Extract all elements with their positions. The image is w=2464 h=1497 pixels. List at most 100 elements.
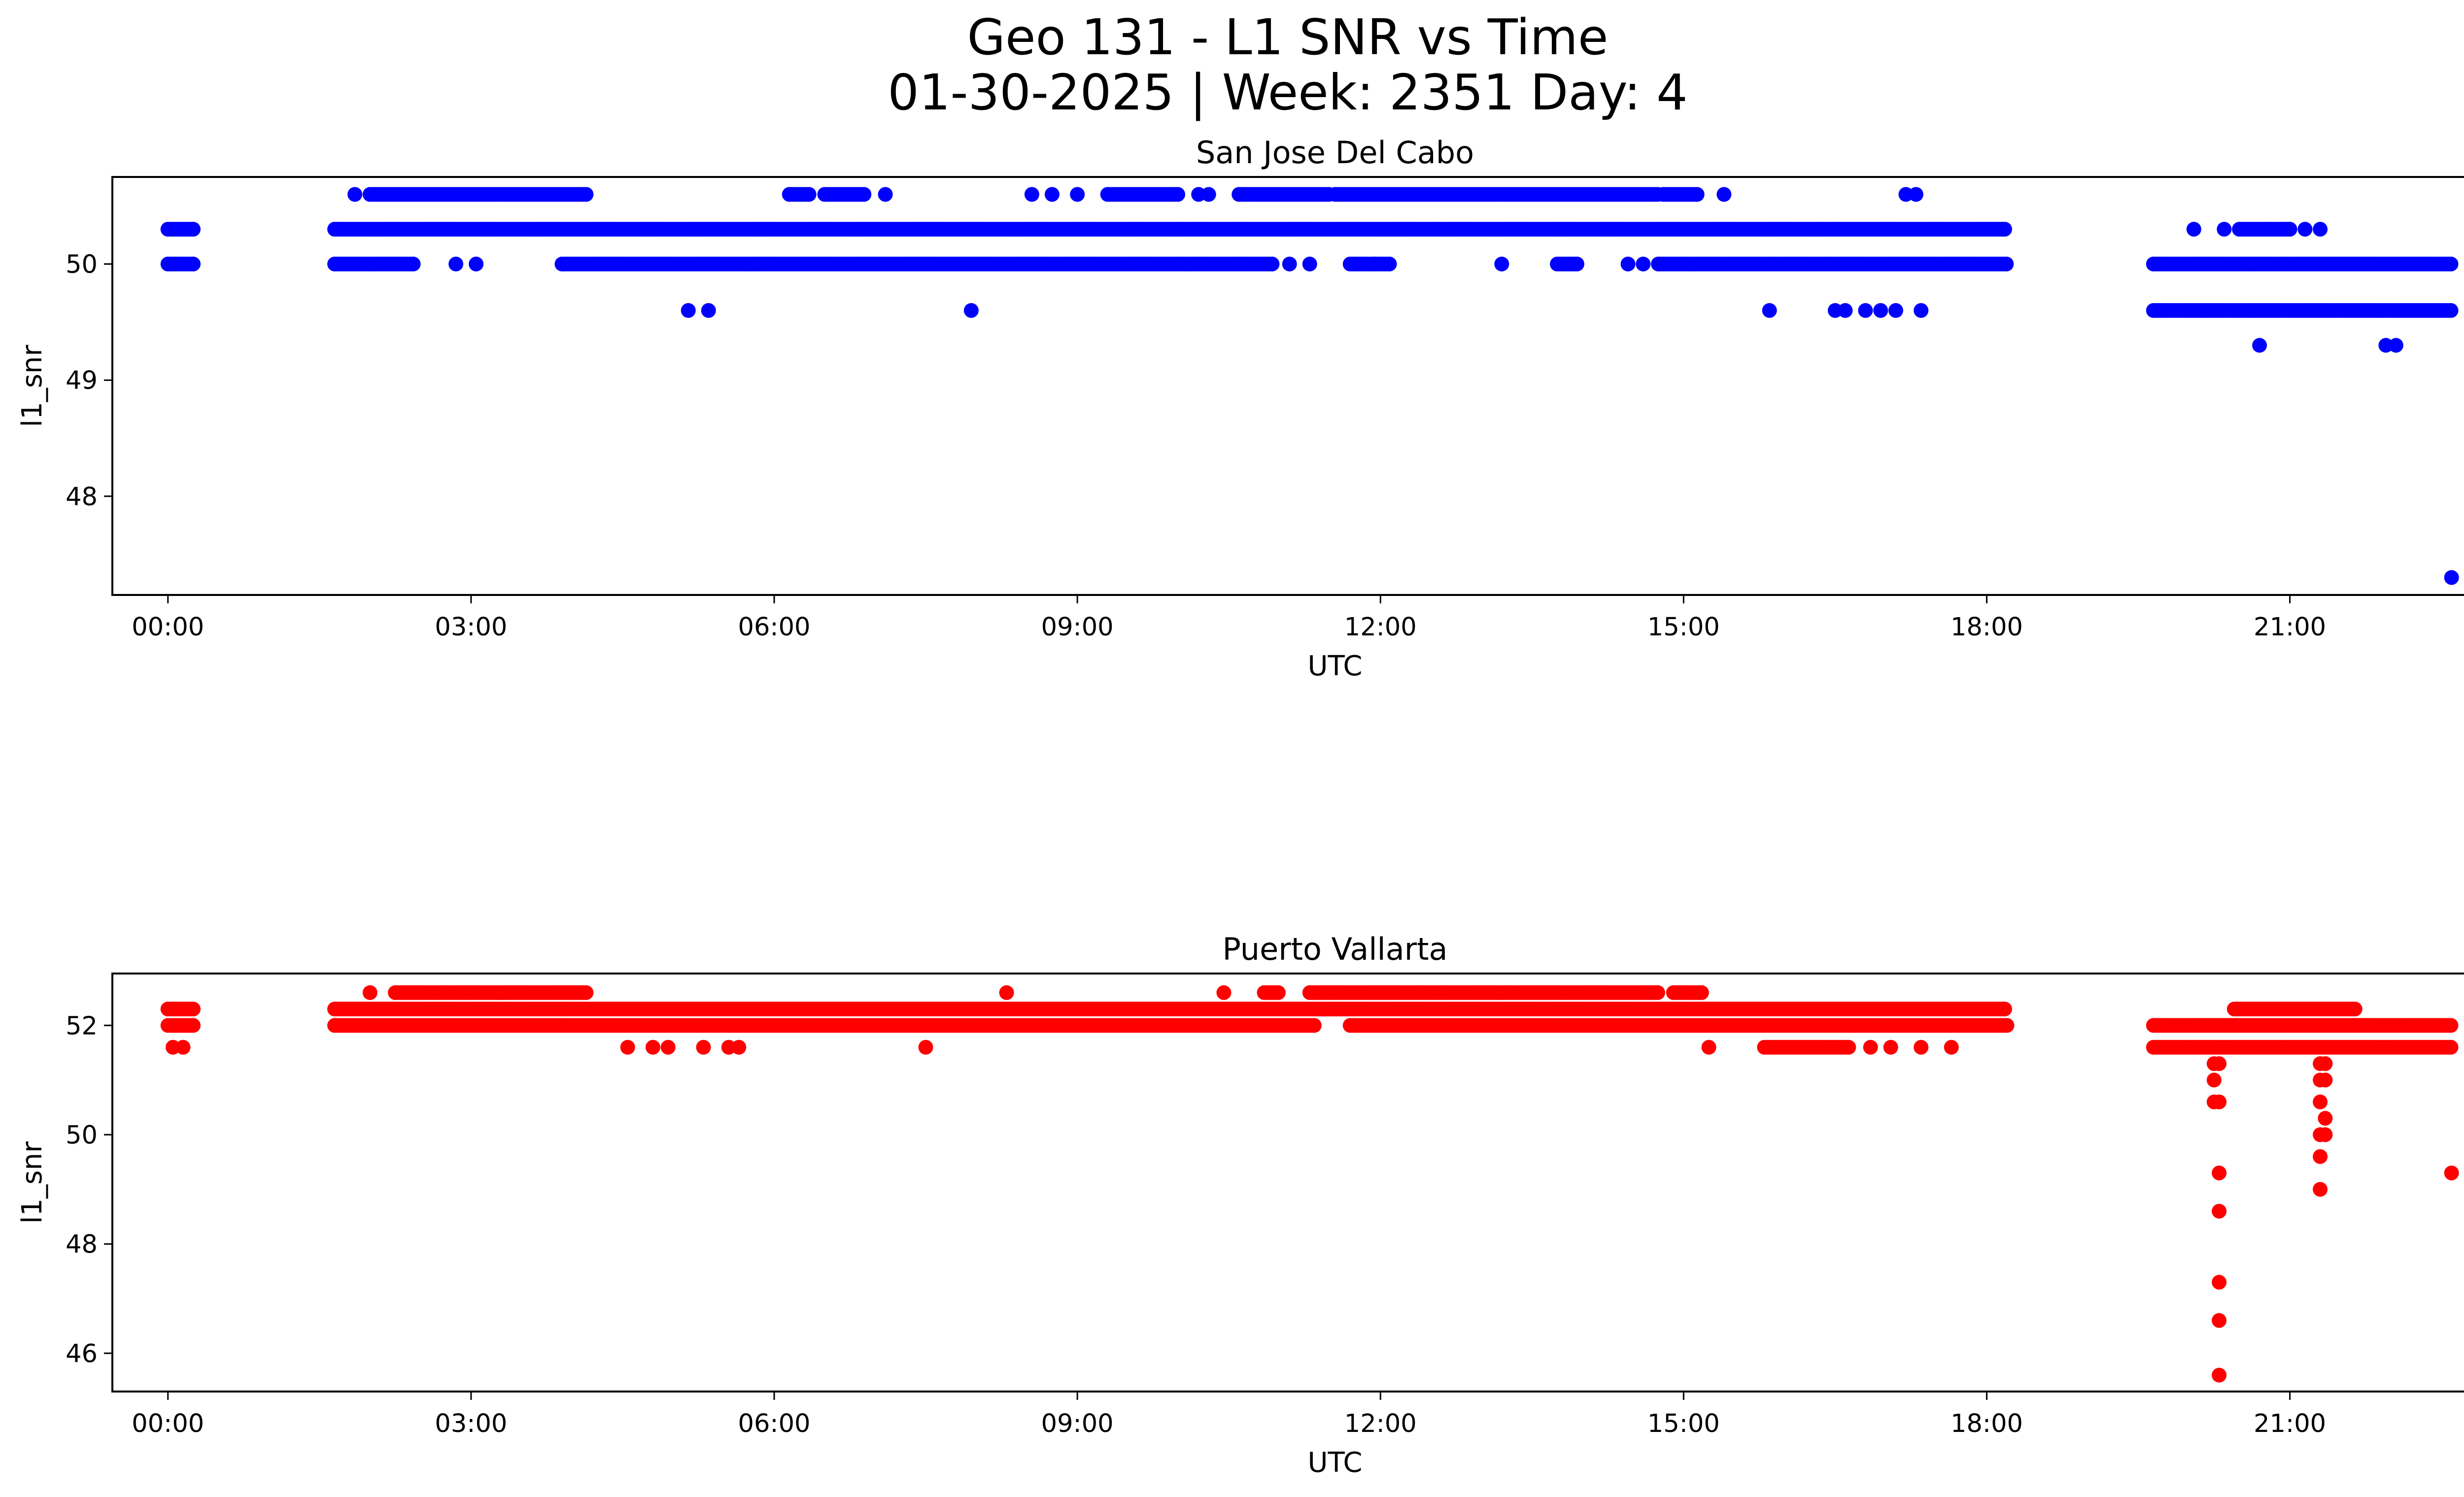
data-point bbox=[2212, 1313, 2227, 1328]
data-point bbox=[2318, 1056, 2333, 1071]
y-tick-label: 48 bbox=[66, 1230, 98, 1259]
data-point bbox=[2318, 1073, 2333, 1088]
data-point bbox=[1306, 1018, 1322, 1033]
data-point bbox=[2282, 222, 2297, 237]
data-point bbox=[175, 1040, 191, 1055]
y-tick-label: 49 bbox=[66, 366, 98, 395]
data-point bbox=[1858, 303, 1873, 318]
data-point bbox=[1170, 187, 1186, 202]
data-point bbox=[963, 303, 979, 318]
data-point bbox=[2443, 1040, 2459, 1055]
data-point bbox=[1070, 187, 1085, 202]
data-point bbox=[701, 303, 716, 318]
data-point bbox=[1873, 303, 1888, 318]
data-point bbox=[1997, 222, 2012, 237]
data-point bbox=[1620, 256, 1636, 272]
data-point bbox=[660, 1040, 676, 1055]
data-point bbox=[1650, 985, 1665, 1000]
data-point bbox=[406, 256, 421, 272]
data-point bbox=[1838, 303, 1853, 318]
data-point bbox=[166, 1040, 181, 1055]
data-point bbox=[2212, 1275, 2227, 1290]
data-point bbox=[620, 1040, 635, 1055]
y-tick-label: 50 bbox=[66, 250, 98, 279]
data-point bbox=[1827, 303, 1843, 318]
x-tick-label: 15:00 bbox=[1647, 613, 1720, 642]
x-tick-label: 06:00 bbox=[738, 613, 811, 642]
data-point bbox=[2313, 1094, 2328, 1110]
y-tick-label: 46 bbox=[66, 1339, 98, 1368]
panel-san-jose-del-cabo: San Jose Del Cabo 00:00 03:00 06:00 09:00 12:… bbox=[16, 135, 2464, 682]
data-point bbox=[2212, 1367, 2227, 1383]
data-point bbox=[186, 222, 201, 237]
data-point bbox=[1863, 1040, 1878, 1055]
data-point bbox=[1762, 303, 1777, 318]
data-point bbox=[2186, 222, 2201, 237]
x-tick-label: 21:00 bbox=[2254, 613, 2326, 642]
data-point bbox=[1841, 1040, 1856, 1055]
data-point bbox=[2313, 222, 2328, 237]
data-point bbox=[2443, 303, 2459, 318]
x-tick-label: 00:00 bbox=[132, 1409, 204, 1438]
data-point bbox=[469, 256, 484, 272]
data-point bbox=[2206, 1073, 2222, 1088]
x-tick-label: 18:00 bbox=[1951, 613, 2023, 642]
data-point bbox=[1716, 187, 1732, 202]
y-axis-label: l1_snr bbox=[16, 1141, 48, 1224]
x-tick-label: 12:00 bbox=[1344, 1409, 1417, 1438]
data-point bbox=[645, 1040, 660, 1055]
y-axis-label: l1_snr bbox=[16, 345, 48, 427]
data-point bbox=[1908, 187, 1923, 202]
data-point bbox=[1999, 256, 2014, 272]
data-point bbox=[1368, 256, 1383, 272]
scatter-series bbox=[160, 985, 2459, 1383]
data-point bbox=[1201, 187, 1216, 202]
data-point bbox=[2212, 1094, 2227, 1110]
x-axis-label: UTC bbox=[1307, 1447, 1362, 1479]
data-point bbox=[579, 187, 594, 202]
y-tick-label: 50 bbox=[66, 1121, 98, 1150]
data-point bbox=[1494, 256, 1509, 272]
panel-puerto-vallarta: Puerto Vallarta 00:00 03:00 06:00 09:00 12:00… bbox=[16, 931, 2464, 1479]
data-point bbox=[1270, 985, 1286, 1000]
x-tick-label: 06:00 bbox=[738, 1409, 811, 1438]
data-point bbox=[2443, 256, 2459, 272]
data-point bbox=[918, 1040, 933, 1055]
data-point bbox=[1883, 1040, 1898, 1055]
x-tick-label: 00:00 bbox=[132, 613, 204, 642]
plot-frame bbox=[111, 176, 2464, 596]
data-point bbox=[1265, 256, 1280, 272]
data-point bbox=[2444, 1165, 2459, 1181]
x-tick-label: 09:00 bbox=[1041, 613, 1114, 642]
x-tick-label: 15:00 bbox=[1647, 1409, 1720, 1438]
data-point bbox=[2443, 1018, 2459, 1033]
x-tick-label: 21:00 bbox=[2254, 1409, 2326, 1438]
data-point bbox=[878, 187, 893, 202]
x-tick-label: 03:00 bbox=[435, 613, 507, 642]
data-point bbox=[731, 1040, 747, 1055]
data-point bbox=[1191, 187, 1206, 202]
data-point bbox=[1569, 256, 1584, 272]
y-tick-label: 52 bbox=[66, 1011, 98, 1041]
data-point bbox=[2388, 338, 2403, 353]
figure-title-line1: Geo 131 - L1 SNR vs Time bbox=[967, 8, 1608, 66]
data-point bbox=[1914, 303, 1929, 318]
data-point bbox=[2212, 1204, 2227, 1219]
data-point bbox=[2297, 222, 2313, 237]
data-point bbox=[2318, 1127, 2333, 1143]
data-point bbox=[2217, 222, 2232, 237]
data-point bbox=[2318, 1111, 2333, 1126]
x-tick-label: 18:00 bbox=[1951, 1409, 2023, 1438]
data-point bbox=[2444, 570, 2459, 585]
data-point bbox=[721, 1040, 736, 1055]
data-point bbox=[1382, 256, 1397, 272]
x-tick-label: 03:00 bbox=[435, 1409, 507, 1438]
data-point bbox=[1216, 985, 1232, 1000]
data-point bbox=[2313, 1149, 2328, 1164]
data-point bbox=[347, 187, 363, 202]
data-point bbox=[1914, 1040, 1929, 1055]
data-point bbox=[1694, 985, 1709, 1000]
data-point bbox=[2313, 1182, 2328, 1197]
data-point bbox=[696, 1040, 711, 1055]
